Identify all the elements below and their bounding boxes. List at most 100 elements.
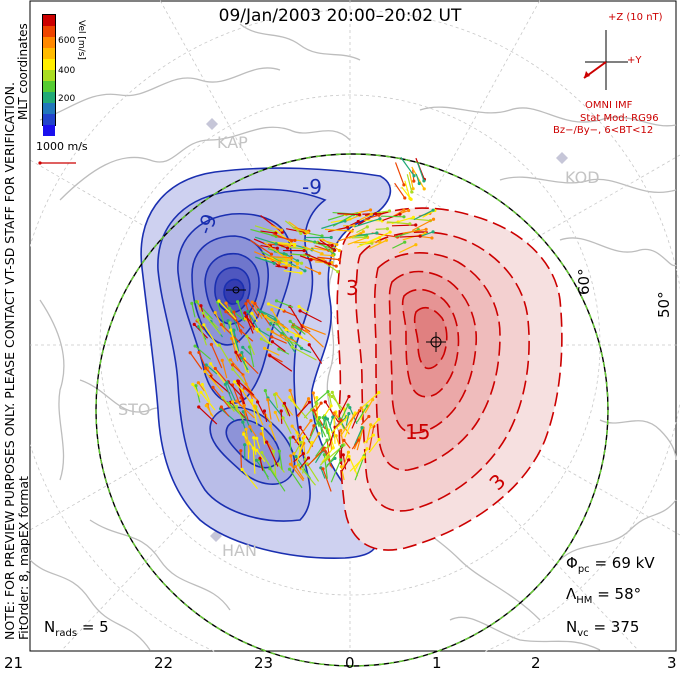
velocity-vector-origin bbox=[204, 404, 208, 408]
velocity-vector bbox=[302, 324, 326, 335]
velocity-vector-origin bbox=[197, 405, 201, 409]
velocity-vector bbox=[408, 171, 414, 189]
velocity-vector bbox=[364, 214, 380, 220]
velocity-vector-origin bbox=[259, 337, 263, 341]
velocity-vector-origin bbox=[302, 249, 306, 253]
velocity-vector bbox=[243, 358, 250, 374]
velocity-vector-origin bbox=[240, 350, 244, 355]
velocity-vector-origin bbox=[244, 427, 248, 431]
velocity-vector bbox=[270, 256, 292, 259]
velocity-vector-origin bbox=[309, 258, 313, 262]
velocity-vector bbox=[406, 174, 413, 193]
velocity-vector-origin bbox=[403, 240, 407, 244]
velocity-vector bbox=[270, 224, 282, 231]
velocity-vector-origin bbox=[192, 322, 196, 326]
velocity-vector-origin bbox=[335, 243, 339, 247]
velocity-vector bbox=[254, 251, 280, 264]
velocity-vector bbox=[394, 182, 406, 199]
velocity-vector-origin bbox=[367, 414, 371, 419]
velocity-vector-origin bbox=[268, 467, 272, 471]
velocity-vector-origin bbox=[272, 261, 276, 265]
velocity-vector-origin bbox=[190, 301, 194, 305]
velocity-vector-origin bbox=[356, 219, 360, 224]
velocity-vector bbox=[280, 410, 283, 424]
velocity-vector-origin bbox=[361, 230, 365, 234]
velocity-vector bbox=[250, 239, 272, 255]
cross-polar-potential: Φpc = 69 kV bbox=[566, 554, 655, 575]
velocity-vector-origin bbox=[191, 382, 195, 386]
velocity-vector bbox=[194, 345, 212, 360]
velocity-vector bbox=[260, 230, 276, 234]
velocity-vector-origin bbox=[196, 381, 200, 385]
velocity-vector bbox=[235, 351, 243, 363]
velocity-vector bbox=[307, 449, 324, 467]
velocity-vector-origin bbox=[244, 382, 248, 386]
velocity-vector bbox=[277, 321, 289, 330]
velocity-vector bbox=[243, 405, 247, 417]
velocity-vector-origin bbox=[299, 271, 303, 275]
velocity-vector-origin bbox=[402, 208, 406, 212]
velocity-vector bbox=[304, 266, 320, 274]
velocity-vector bbox=[272, 331, 289, 342]
velocity-vector bbox=[330, 218, 351, 224]
velocity-vector bbox=[324, 415, 331, 441]
velocity-vector-origin bbox=[241, 420, 245, 424]
velocity-vector-origin bbox=[402, 215, 406, 219]
velocity-vector bbox=[351, 236, 366, 239]
velocity-vector-origin bbox=[378, 240, 382, 244]
velocity-vector bbox=[294, 420, 312, 444]
velocity-vector-origin bbox=[241, 345, 245, 349]
velocity-vector bbox=[295, 227, 309, 233]
velocity-vector-origin bbox=[327, 392, 331, 397]
velocity-vector bbox=[231, 338, 239, 362]
velocity-vector-origin bbox=[239, 329, 243, 333]
velocity-vector bbox=[349, 407, 362, 423]
velocity-vector-origin bbox=[242, 403, 246, 408]
velocity-vector-origin bbox=[276, 320, 280, 324]
velocity-vector bbox=[261, 452, 276, 476]
velocity-vector bbox=[331, 396, 343, 409]
velocity-vector-origin bbox=[343, 219, 347, 223]
velocity-vector bbox=[249, 426, 257, 437]
mlt-label: 22 bbox=[154, 654, 174, 672]
velocity-vector-origin bbox=[224, 301, 228, 305]
velocity-vector-origin bbox=[317, 421, 321, 425]
velocity-vector bbox=[298, 306, 309, 314]
velocity-vector bbox=[256, 328, 271, 344]
velocity-vector bbox=[327, 213, 347, 221]
velocity-vector bbox=[192, 384, 201, 398]
velocity-vector bbox=[351, 410, 361, 429]
velocity-vector-origin bbox=[266, 327, 270, 331]
velocity-vector bbox=[360, 392, 380, 410]
velocity-vector bbox=[301, 347, 312, 354]
velocity-vector-origin bbox=[270, 340, 275, 344]
velocity-vector bbox=[284, 220, 302, 234]
velocity-vector bbox=[261, 338, 273, 346]
velocity-vector bbox=[303, 403, 318, 419]
velocity-vector-origin bbox=[368, 208, 373, 212]
velocity-vector-origin bbox=[270, 335, 274, 339]
velocity-vector-origin bbox=[266, 398, 270, 402]
velocity-vector-origin bbox=[339, 428, 343, 433]
velocity-vector-origin bbox=[347, 394, 351, 399]
velocity-vector bbox=[275, 265, 287, 268]
velocity-vector bbox=[294, 466, 305, 480]
velocity-vector-origin bbox=[306, 456, 311, 460]
velocity-vector bbox=[359, 213, 372, 221]
velocity-vector-origin bbox=[252, 404, 257, 408]
velocity-vector-origin bbox=[293, 238, 297, 242]
velocity-vector bbox=[348, 231, 364, 239]
velocity-vector-origin bbox=[317, 415, 322, 420]
velocity-vector-origin bbox=[369, 212, 373, 216]
velocity-vector bbox=[229, 307, 246, 322]
velocity-vector bbox=[408, 217, 431, 222]
velocity-vector-origin bbox=[211, 385, 215, 389]
velocity-vector bbox=[264, 347, 280, 356]
colorbar-swatch bbox=[43, 59, 55, 70]
velocity-vector bbox=[305, 330, 324, 348]
velocity-vector-origin bbox=[229, 328, 233, 332]
velocity-vector bbox=[232, 329, 238, 349]
velocity-vector-origin bbox=[244, 302, 248, 306]
velocity-vector bbox=[274, 412, 280, 422]
